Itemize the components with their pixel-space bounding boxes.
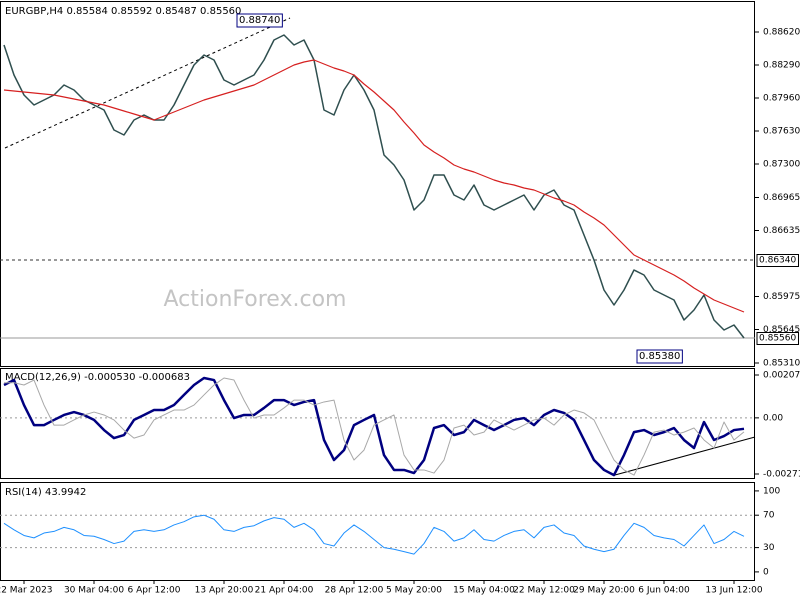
- y-tick-label: 0.88620: [763, 28, 800, 38]
- rsi-title: RSI(14) 43.9942: [5, 487, 86, 498]
- trend-line: [4, 17, 291, 149]
- level-label: 0.85560: [759, 334, 796, 344]
- series-line: [3, 514, 745, 555]
- macd-title: MACD(12,26,9) -0.000530 -0.000683: [5, 372, 190, 383]
- y-tick-label: 70: [763, 511, 775, 521]
- rsi-panel: [0, 482, 755, 581]
- y-tick-label: 0.85645: [763, 325, 800, 335]
- x-tick-label: 15 May 04:00: [453, 586, 515, 596]
- label-box: [756, 254, 799, 267]
- price-title: EURGBP,H4 0.85584 0.85592 0.85487 0.8556…: [5, 6, 241, 17]
- x-tick-label: 22 May 12:00: [513, 586, 575, 596]
- x-tick-label: 5 May 20:00: [386, 586, 442, 596]
- x-tick-label: 22 Mar 2023: [0, 586, 53, 596]
- level-label: 0.86340: [759, 256, 796, 266]
- y-tick-label: 0: [763, 567, 769, 577]
- x-tick-label: 30 Mar 04:00: [64, 586, 124, 596]
- x-tick-label: 21 Apr 04:00: [255, 586, 314, 596]
- y-tick-label: 0.002074: [763, 371, 800, 381]
- label-box: [756, 332, 799, 345]
- series-line: [3, 59, 745, 313]
- series-line: [3, 376, 745, 477]
- y-tick-label: 0.85310: [763, 359, 800, 369]
- x-tick-label: 6 Jun 04:00: [638, 586, 690, 596]
- x-tick-label: 29 May 20:00: [573, 586, 635, 596]
- y-tick-label: 0.87960: [763, 94, 800, 104]
- y-tick-label: 100: [763, 486, 780, 496]
- macd-trend-line: [614, 436, 756, 476]
- y-tick-label: 30: [763, 543, 775, 553]
- y-tick-label: 0.87300: [763, 160, 800, 170]
- watermark: ActionForex.com: [164, 287, 347, 312]
- label-box: [236, 13, 283, 28]
- y-tick-label: 0.86635: [763, 226, 800, 236]
- y-tick-label: 0.00: [763, 413, 783, 423]
- x-tick-label: 13 Jun 12:00: [705, 586, 762, 596]
- y-tick-label: 0.85975: [763, 292, 800, 302]
- y-tick-label: 0.86965: [763, 193, 800, 203]
- price-panel: [0, 1, 755, 367]
- series-line: [4, 377, 745, 476]
- annotation-label: 0.88740: [239, 15, 280, 26]
- macd-panel: [0, 368, 755, 479]
- x-tick-label: 6 Apr 12:00: [128, 586, 181, 596]
- annotation-label: 0.85380: [639, 351, 680, 362]
- x-tick-label: 28 Apr 12:00: [325, 586, 384, 596]
- y-tick-label: 0.87630: [763, 127, 800, 137]
- y-tick-label: 0.88290: [763, 61, 800, 71]
- x-tick-label: 13 Apr 20:00: [195, 586, 254, 596]
- y-tick-label: -0.002716: [763, 469, 800, 479]
- label-box: [636, 349, 683, 364]
- series-line: [3, 34, 745, 339]
